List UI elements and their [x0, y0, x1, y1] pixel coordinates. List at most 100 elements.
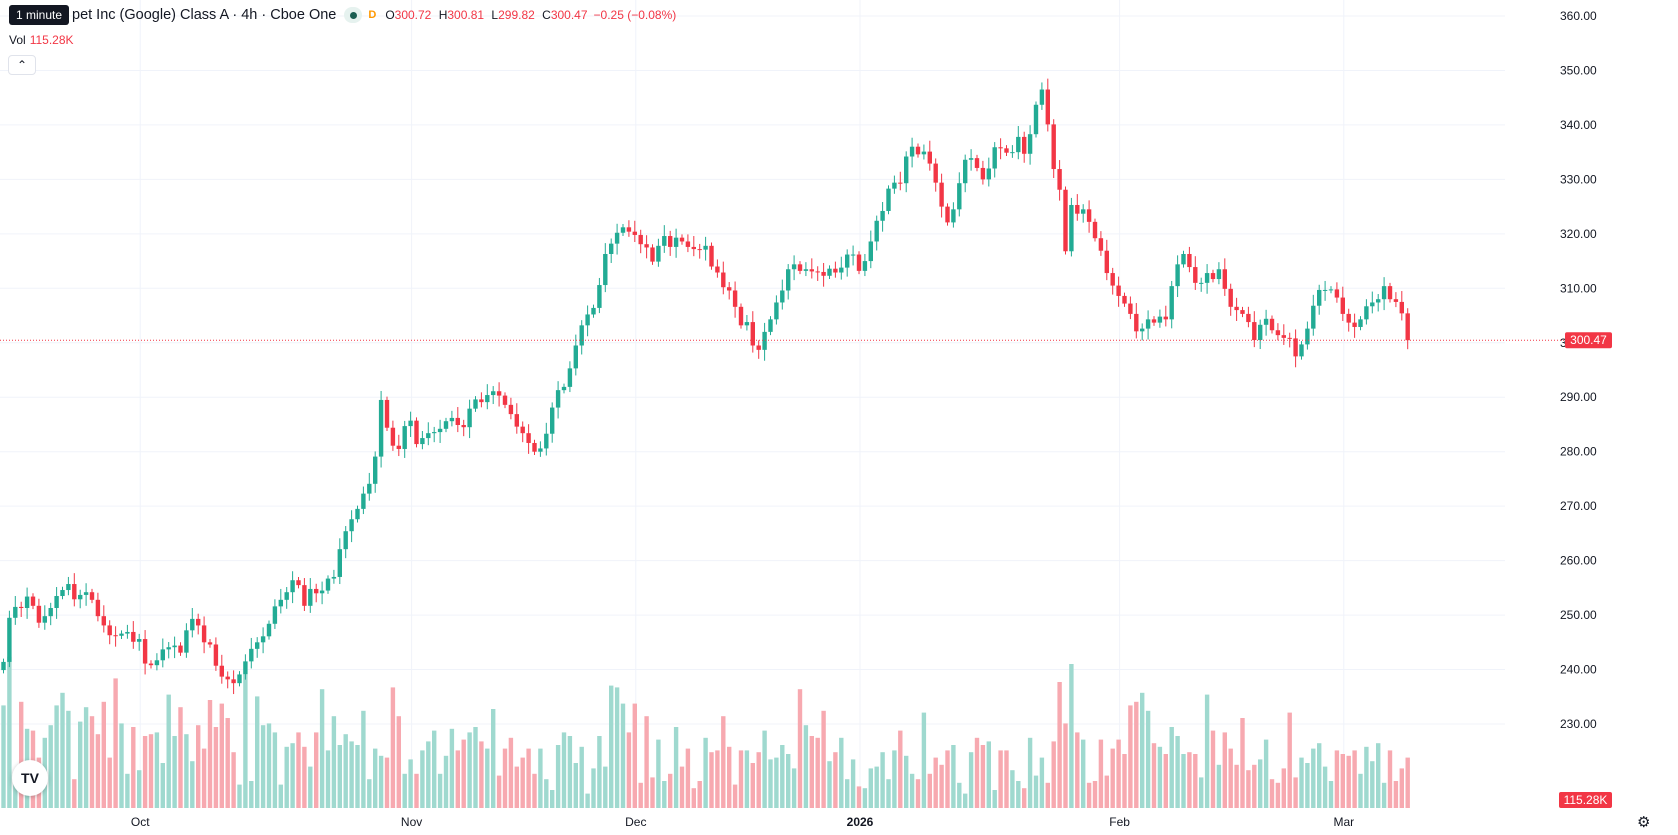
- volume-bar: [1370, 761, 1375, 808]
- market-status-indicator[interactable]: [344, 7, 363, 23]
- candle-body: [697, 249, 702, 251]
- candle-body: [1181, 253, 1186, 265]
- candle-body: [1010, 152, 1015, 154]
- volume-bar: [780, 745, 785, 808]
- candle-body: [1045, 89, 1050, 125]
- volume-bar: [732, 784, 738, 808]
- volume-bar: [1022, 788, 1027, 808]
- low-label: L: [491, 8, 499, 22]
- candle-body: [1305, 328, 1310, 345]
- candle-body: [609, 243, 614, 254]
- volume-bar: [1187, 752, 1192, 808]
- candle-body: [685, 241, 691, 247]
- candle-body: [1275, 330, 1281, 336]
- volume-bar: [449, 728, 455, 808]
- candle-body: [302, 585, 307, 606]
- volume-bar: [349, 741, 354, 808]
- volume-bar: [384, 757, 390, 808]
- volume-bar: [284, 746, 289, 808]
- y-tick-label: 360.00: [1560, 9, 1597, 23]
- volume-bar: [160, 763, 165, 808]
- candle-body: [467, 408, 472, 428]
- candle-body: [1281, 335, 1286, 338]
- volume-bar: [1204, 694, 1210, 808]
- volume-bar: [1033, 775, 1039, 808]
- volume-bar: [508, 737, 514, 808]
- candle-body: [54, 596, 59, 608]
- candle-body: [1039, 89, 1045, 105]
- candle-body: [125, 631, 130, 634]
- volume-bar: [703, 737, 708, 808]
- tradingview-logo[interactable]: TV: [12, 760, 48, 796]
- candle-body: [532, 442, 537, 452]
- volume-bar: [78, 721, 83, 808]
- gear-icon[interactable]: ⚙: [1637, 814, 1651, 831]
- volume-bar: [48, 725, 53, 808]
- volume-bar: [579, 746, 584, 808]
- candle-body: [1122, 295, 1127, 304]
- volume-bar: [550, 790, 555, 808]
- candle-body: [786, 269, 791, 291]
- volume-bar: [585, 793, 590, 808]
- volume-bar: [219, 703, 224, 808]
- y-tick-label: 310.00: [1560, 281, 1597, 295]
- volume-bar: [638, 782, 643, 808]
- volume-bar: [1057, 682, 1062, 808]
- candle-body: [555, 390, 561, 408]
- volume-bar: [190, 761, 195, 808]
- candle-body: [343, 531, 348, 550]
- volume-bar: [1122, 754, 1127, 808]
- candle-body: [1175, 264, 1180, 287]
- volume-bar: [125, 773, 130, 808]
- volume-bar: [361, 710, 366, 808]
- volume-bar: [715, 750, 720, 808]
- chevron-up-icon: ⌃: [16, 58, 28, 72]
- candle-body: [1210, 273, 1216, 280]
- candle-body: [1163, 316, 1168, 320]
- candle-body: [172, 645, 177, 648]
- candle-body: [780, 290, 785, 303]
- volume-bar: [496, 775, 502, 808]
- last-price-tag: [1565, 332, 1612, 349]
- candle-body: [797, 264, 803, 271]
- candle-body: [968, 158, 974, 160]
- candle-body: [974, 158, 980, 168]
- candle-body: [48, 607, 53, 617]
- candle-body: [1258, 324, 1263, 341]
- last-volume-tag: [1559, 792, 1612, 808]
- candle-body: [1116, 285, 1121, 296]
- volume-bar: [839, 737, 844, 808]
- candle-body: [909, 146, 915, 157]
- candle-body: [756, 345, 761, 350]
- candle-body: [1334, 289, 1340, 298]
- volume-bar: [1405, 757, 1410, 808]
- candle-body: [815, 271, 820, 273]
- volume-bar: [797, 689, 803, 808]
- close-value: 300.47: [550, 8, 588, 22]
- volume-bar: [1216, 764, 1222, 808]
- volume-bar: [1027, 737, 1033, 808]
- collapse-legend-button[interactable]: ⌃: [8, 55, 36, 75]
- data-flag[interactable]: D: [368, 9, 377, 21]
- volume-bar: [272, 732, 278, 808]
- volume-bar: [927, 773, 932, 808]
- volume-bar: [1393, 781, 1399, 808]
- volume-bar: [278, 784, 283, 808]
- volume-bar: [1364, 746, 1369, 808]
- candle-body: [579, 325, 584, 346]
- candle-body: [980, 167, 986, 180]
- symbol-title[interactable]: pet Inc (Google) Class A · 4h · Cboe One: [72, 7, 337, 23]
- volume-bar: [491, 709, 496, 808]
- candle-body: [72, 584, 77, 600]
- candle-body: [1057, 169, 1062, 190]
- volume-bar: [904, 755, 909, 808]
- candle-body: [650, 247, 655, 262]
- volume-bar: [774, 757, 779, 808]
- close-label: C: [542, 8, 551, 22]
- candle-body: [473, 399, 478, 409]
- candle-body: [166, 647, 171, 650]
- candle-body: [839, 267, 844, 273]
- candle-body: [1216, 269, 1222, 280]
- volume-bar: [614, 687, 620, 808]
